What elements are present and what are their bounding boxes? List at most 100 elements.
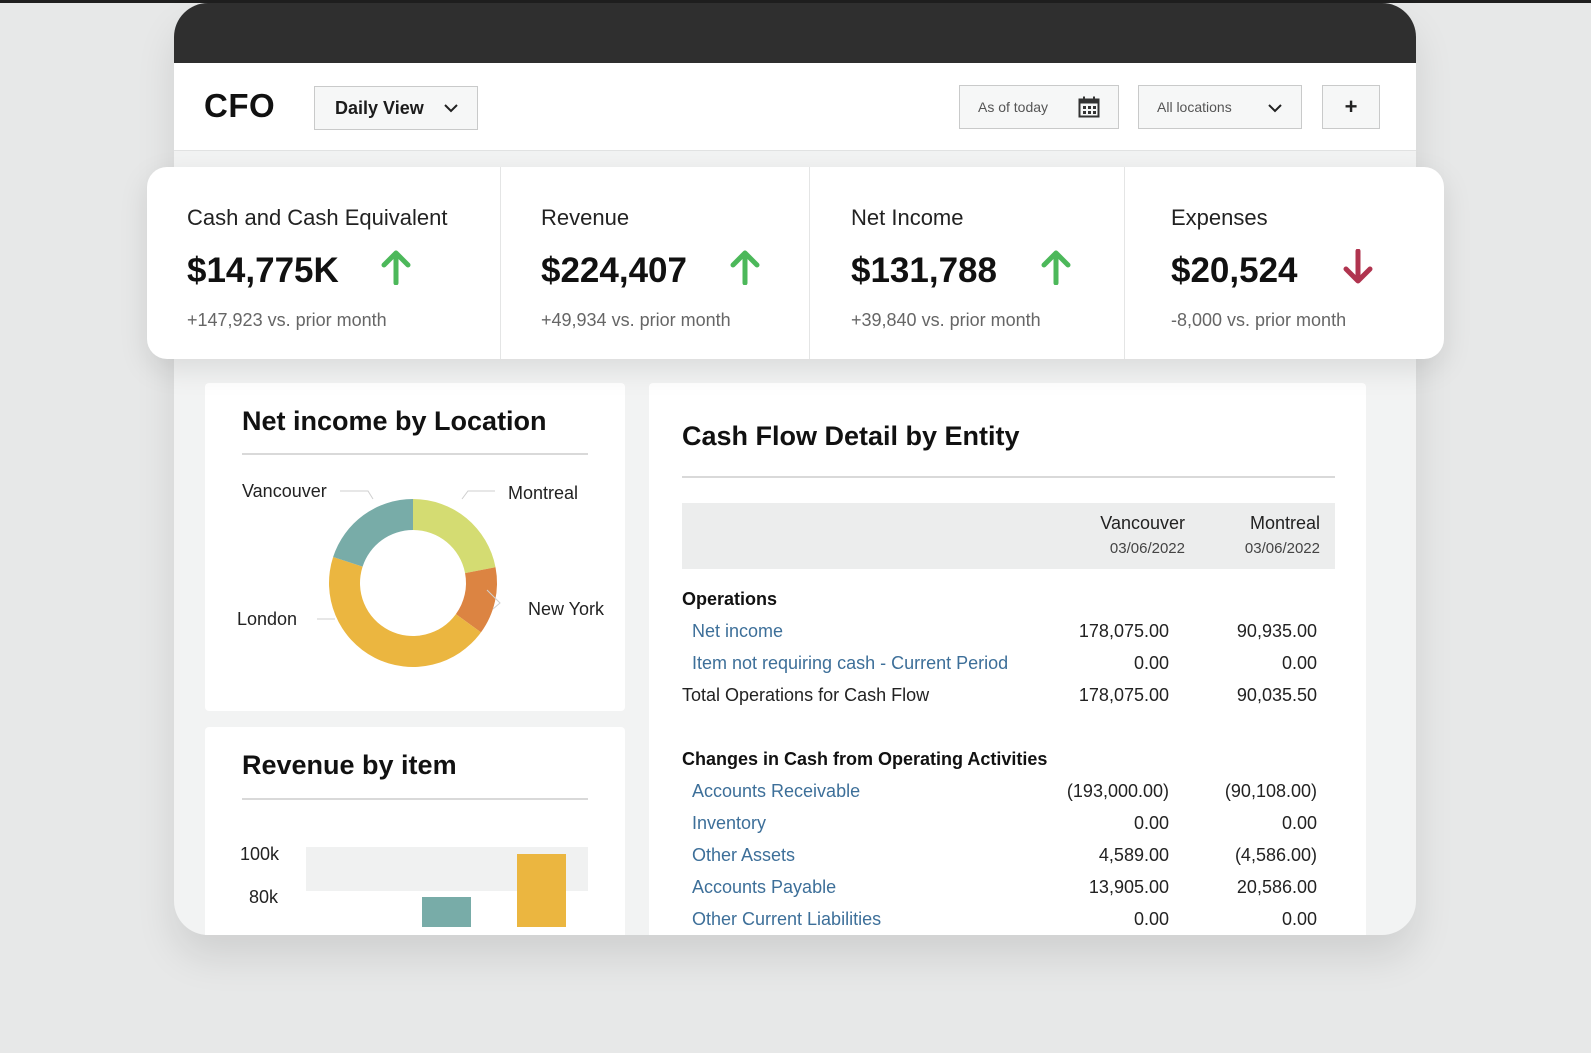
- divider: [242, 453, 588, 455]
- kpi-label: Net Income: [851, 205, 964, 230]
- y-tick-label: 80k: [249, 887, 279, 907]
- donut-label-new-york: New York: [528, 599, 605, 619]
- arrow-up-icon: [1041, 249, 1071, 290]
- header-bar: CFO Daily View As of today All lo: [174, 63, 1416, 151]
- plus-icon: +: [1344, 94, 1358, 119]
- row-label: Total Operations for Cash Flow: [682, 685, 930, 705]
- divider: [242, 798, 588, 800]
- chevron-down-icon: [1267, 100, 1283, 119]
- view-select-label: Daily View: [335, 97, 424, 118]
- arrow-up-icon: [381, 249, 411, 290]
- net-income-donut-chart: [317, 490, 501, 667]
- calendar-icon: [1078, 96, 1100, 121]
- revenue-bar: [517, 854, 566, 927]
- net-income-by-location-card: Net income by Location Vancouver Montrea…: [205, 383, 625, 711]
- cash-flow-row: Total Operations for Cash Flow 178,075.00…: [682, 685, 1322, 713]
- column-header-montreal: Montreal 03/06/2022: [1245, 513, 1320, 557]
- cash-flow-row[interactable]: Accounts Receivable (193,000.00) (90,108.0…: [682, 781, 1322, 809]
- column-date: 03/06/2022: [1109, 540, 1185, 557]
- donut-slice-london: [329, 557, 481, 667]
- donut-slice-new-york: [455, 567, 497, 633]
- cash-flow-row[interactable]: Net income 178,075.00 90,935.00: [682, 621, 1322, 649]
- donut-slice-montreal: [413, 499, 496, 574]
- value-vancouver: 178,075.00: [1078, 621, 1169, 641]
- section-header: Operations: [682, 589, 1322, 617]
- value-montreal: 0.00: [1281, 909, 1317, 929]
- kpi-card: Cash and Cash Equivalent $14,775K +147,9…: [147, 167, 501, 359]
- donut-slice-vancouver: [333, 499, 413, 567]
- donut-label-montreal: Montreal: [508, 483, 579, 503]
- donut-label-vancouver: Vancouver: [242, 481, 327, 501]
- value-montreal: 90,935.00: [1236, 621, 1317, 641]
- value-montreal: 20,586.00: [1236, 877, 1317, 897]
- revenue-bar: [422, 897, 471, 927]
- cash-flow-row[interactable]: Other Current Liabilities 0.00 0.00: [682, 909, 1322, 935]
- value-montreal: (4,586.00): [1234, 845, 1317, 865]
- view-select[interactable]: Daily View: [314, 86, 478, 130]
- card-title: Net income by Location: [242, 406, 547, 436]
- row-label[interactable]: Item not requiring cash - Current Period: [692, 653, 1009, 673]
- kpi-label: Cash and Cash Equivalent: [187, 205, 448, 230]
- row-label[interactable]: Other Current Liabilities: [692, 909, 882, 929]
- column-name: Montreal: [1249, 513, 1320, 533]
- row-label[interactable]: Other Assets: [692, 845, 796, 865]
- card-title: Cash Flow Detail by Entity: [682, 421, 1020, 451]
- value-montreal: 0.00: [1281, 653, 1317, 673]
- kpi-card: Expenses $20,524 -8,000 vs. prior month: [1125, 167, 1444, 359]
- row-label: Changes in Cash from Operating Activitie…: [682, 749, 1048, 769]
- column-name: Vancouver: [1100, 513, 1185, 533]
- row-label[interactable]: Accounts Receivable: [692, 781, 861, 801]
- kpi-delta: +39,840 vs. prior month: [851, 310, 1041, 330]
- kpi-delta: +49,934 vs. prior month: [541, 310, 731, 330]
- value-vancouver: 178,075.00: [1078, 685, 1169, 705]
- kpi-row: Cash and Cash Equivalent $14,775K +147,9…: [147, 167, 1444, 359]
- title-bar: [174, 3, 1416, 63]
- date-filter[interactable]: As of today: [959, 85, 1119, 129]
- y-tick-label: 100k: [240, 844, 280, 864]
- value-montreal: 0.00: [1281, 813, 1317, 833]
- arrow-up-icon: [730, 249, 760, 290]
- kpi-delta: +147,923 vs. prior month: [187, 310, 387, 330]
- screen-edge: [0, 0, 1591, 3]
- cash-flow-row[interactable]: Other Assets 4,589.00 (4,586.00): [682, 845, 1322, 873]
- kpi-value: $131,788: [851, 251, 997, 290]
- card-title: Revenue by item: [242, 750, 457, 780]
- value-vancouver: 13,905.00: [1088, 877, 1169, 897]
- column-header-band: [682, 503, 1335, 569]
- value-vancouver: 0.00: [1133, 813, 1169, 833]
- divider: [682, 476, 1335, 478]
- value-vancouver: (193,000.00): [1066, 781, 1169, 801]
- column-date: 03/06/2022: [1244, 540, 1320, 557]
- kpi-label: Revenue: [541, 205, 630, 230]
- kpi-value: $14,775K: [187, 251, 339, 290]
- section-header: Changes in Cash from Operating Activitie…: [682, 749, 1322, 777]
- cash-flow-row[interactable]: Inventory 0.00 0.00: [682, 813, 1322, 841]
- cash-flow-card: Cash Flow Detail by Entity Vancouver 03/…: [649, 383, 1366, 935]
- column-header-vancouver: Vancouver 03/06/2022: [1100, 513, 1185, 557]
- add-button[interactable]: +: [1322, 85, 1380, 129]
- donut-label-london: London: [237, 609, 298, 629]
- kpi-value: $20,524: [1171, 251, 1298, 290]
- value-vancouver: 0.00: [1133, 909, 1169, 929]
- arrow-down-icon: [1343, 248, 1373, 290]
- row-label: Operations: [682, 589, 778, 609]
- value-montreal: 90,035.50: [1236, 685, 1317, 705]
- row-label[interactable]: Net income: [692, 621, 784, 641]
- date-filter-label: As of today: [978, 99, 1049, 115]
- kpi-label: Expenses: [1171, 205, 1268, 230]
- location-filter[interactable]: All locations: [1138, 85, 1302, 129]
- location-filter-label: All locations: [1157, 99, 1232, 115]
- value-vancouver: 0.00: [1133, 653, 1169, 673]
- value-vancouver: 4,589.00: [1098, 845, 1169, 865]
- cash-flow-row[interactable]: Item not requiring cash - Current Period…: [682, 653, 1322, 681]
- kpi-value: $224,407: [541, 251, 687, 290]
- kpi-card: Revenue $224,407 +49,934 vs. prior month: [501, 167, 810, 359]
- row-label[interactable]: Inventory: [692, 813, 767, 833]
- kpi-card: Net Income $131,788 +39,840 vs. prior mo…: [810, 167, 1125, 359]
- cash-flow-row[interactable]: Accounts Payable 13,905.00 20,586.00: [682, 877, 1322, 905]
- row-label[interactable]: Accounts Payable: [692, 877, 837, 897]
- revenue-bar-chart: [422, 854, 566, 927]
- value-montreal: (90,108.00): [1224, 781, 1317, 801]
- kpi-delta: -8,000 vs. prior month: [1171, 310, 1347, 330]
- chevron-down-icon: [443, 100, 459, 121]
